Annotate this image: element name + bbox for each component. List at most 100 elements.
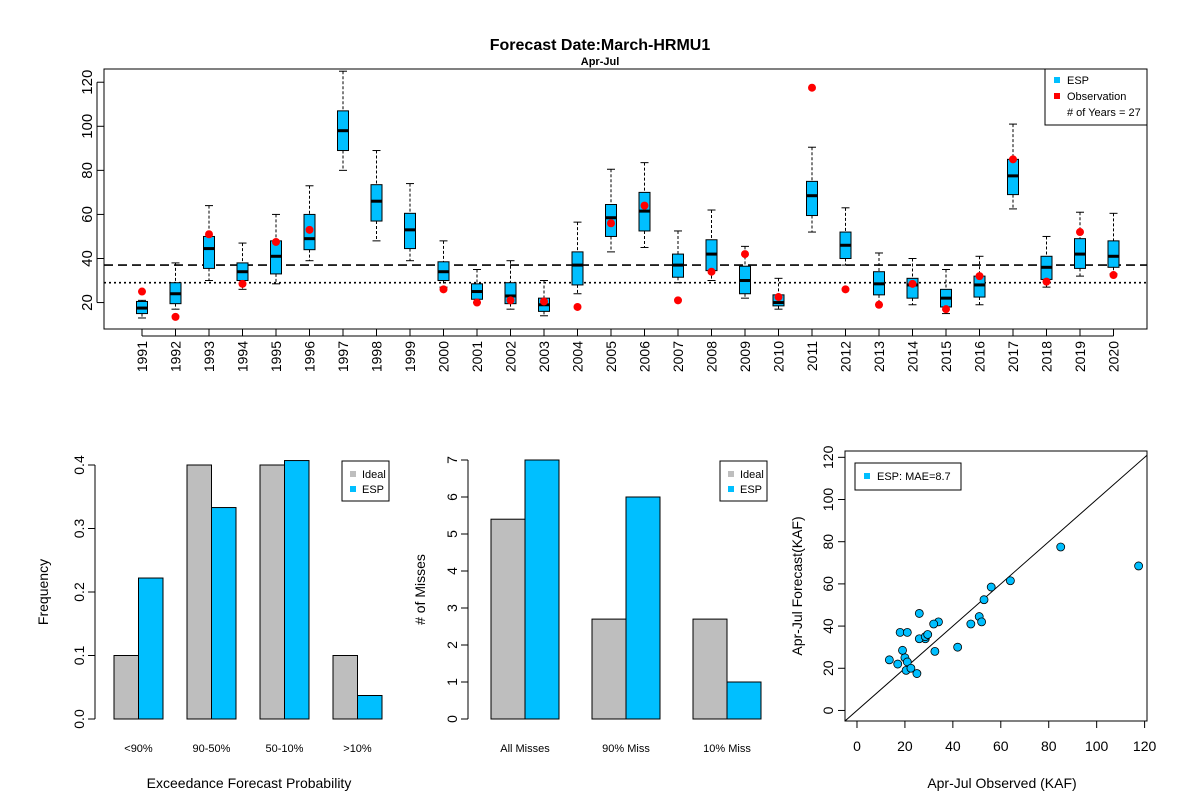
y-tick-label: 60 [820, 576, 836, 592]
year-label: 2020 [1106, 341, 1122, 372]
esp-bar [211, 507, 237, 720]
misses-bar-panel: 0 1 2 3 4 5 6 7 # of Misses All Misses 90% Miss 10%… [412, 456, 768, 755]
category-label: <90% [124, 743, 153, 755]
y-tick-label: 120 [79, 70, 96, 95]
year-label: 2002 [503, 341, 519, 372]
year-label: 2008 [704, 341, 720, 372]
observation-point [875, 300, 883, 309]
year-label: 2018 [1039, 341, 1055, 372]
x-tick-label: 100 [1085, 738, 1109, 754]
esp-point [953, 642, 963, 652]
observation-point [841, 285, 850, 294]
esp-bar [138, 577, 164, 720]
esp-point [986, 582, 996, 592]
x-tick-label: 120 [1133, 738, 1157, 754]
observation-point [540, 297, 548, 306]
esp-box [1107, 240, 1120, 268]
year-label: 2003 [536, 341, 552, 372]
observation-point [1042, 277, 1051, 286]
y-tick-label: 40 [79, 250, 96, 267]
legend-label: ESP: MAE=8.7 [877, 471, 951, 483]
year-label: 2014 [905, 341, 921, 372]
y-tick-label: 3 [444, 604, 460, 612]
y-tick-label: 100 [79, 114, 96, 139]
legend-ideal-label: Ideal [740, 469, 764, 481]
y-tick-label: 80 [820, 534, 836, 550]
y-tick-label: 0.2 [71, 582, 87, 602]
year-label: 2005 [603, 341, 619, 372]
y-tick-label: 5 [444, 530, 460, 538]
esp-point [893, 659, 903, 669]
esp-bar [524, 459, 560, 720]
y-axis-label: Apr-Jul Forecast(KAF) [789, 516, 805, 655]
esp-point [1134, 561, 1144, 571]
year-label: 2004 [570, 341, 586, 372]
category-label: 90% Miss [602, 743, 650, 755]
y-tick-label: 60 [79, 206, 96, 223]
esp-box [370, 184, 383, 222]
chart-subtitle: Apr-Jul [581, 56, 620, 68]
x-tick-label: 80 [1041, 738, 1057, 754]
year-label: 1991 [134, 341, 150, 372]
observation-point [942, 305, 950, 314]
ideal-bar [186, 464, 212, 720]
legend-ideal-swatch [350, 471, 356, 477]
x-tick-label: 40 [945, 738, 961, 754]
year-label: 2019 [1072, 341, 1088, 372]
y-tick-label: 120 [820, 445, 836, 469]
ideal-bar [490, 518, 526, 720]
y-tick-label: 0.0 [71, 709, 87, 729]
year-label: 1998 [369, 341, 385, 372]
esp-bar [726, 681, 762, 720]
esp-point [1056, 542, 1066, 552]
chart-title: Forecast Date:March-HRMU1 [490, 37, 711, 54]
x-axis-label: Apr-Jul Observed (KAF) [927, 775, 1076, 791]
esp-box [203, 235, 215, 269]
esp-bar [284, 460, 310, 720]
observation-point [1076, 228, 1084, 237]
esp-point [966, 619, 976, 629]
y-tick-label: 0 [444, 715, 460, 723]
legend-esp-label: ESP [1067, 75, 1089, 87]
esp-box [571, 251, 584, 286]
y-tick-label: 6 [444, 493, 460, 501]
y-tick-label: 0.4 [71, 455, 87, 475]
year-label: 2009 [737, 341, 753, 372]
observation-point [272, 237, 280, 246]
esp-point [923, 630, 933, 639]
frequency-bar-panel: 0.0 0.1 0.2 0.3 0.4 Frequency <90% 90-50% 50-10%… [35, 455, 390, 791]
year-label: 1993 [201, 341, 217, 372]
observation-point [975, 272, 984, 281]
observation-point [171, 312, 180, 321]
esp-point [977, 617, 987, 627]
y-tick-label: 4 [444, 567, 460, 575]
year-label: 1994 [235, 341, 251, 372]
y-tick-label: 20 [820, 660, 836, 676]
legend-esp-swatch [1054, 77, 1060, 83]
y-tick-label: 0.1 [71, 646, 87, 666]
legend-esp-swatch [728, 486, 734, 492]
y-tick-label: 100 [820, 488, 836, 512]
y-tick-label: 40 [820, 618, 836, 634]
year-label: 2000 [436, 341, 452, 372]
esp-point [914, 609, 924, 618]
esp-box [806, 180, 818, 217]
year-label: 2012 [838, 341, 854, 372]
observation-point [640, 201, 649, 210]
year-label: 2015 [938, 341, 954, 372]
category-label: 10% Miss [703, 743, 751, 755]
category-label: 90-50% [193, 743, 231, 755]
esp-bar [357, 695, 383, 720]
year-label: 2010 [771, 341, 787, 372]
observation-point [774, 293, 783, 302]
ideal-bar [259, 464, 285, 720]
observation-point [674, 296, 682, 305]
esp-point [979, 595, 989, 605]
x-axis-label: Exceedance Forecast Probability [147, 775, 352, 791]
scatter-panel: 0 20 40 60 80 100 120 0 20 40 60 80 100 120 Apr-Jul Ob… [789, 445, 1156, 791]
esp-bar [625, 496, 661, 720]
esp-point [930, 646, 940, 656]
esp-point [906, 663, 916, 673]
ideal-bar [113, 655, 139, 720]
